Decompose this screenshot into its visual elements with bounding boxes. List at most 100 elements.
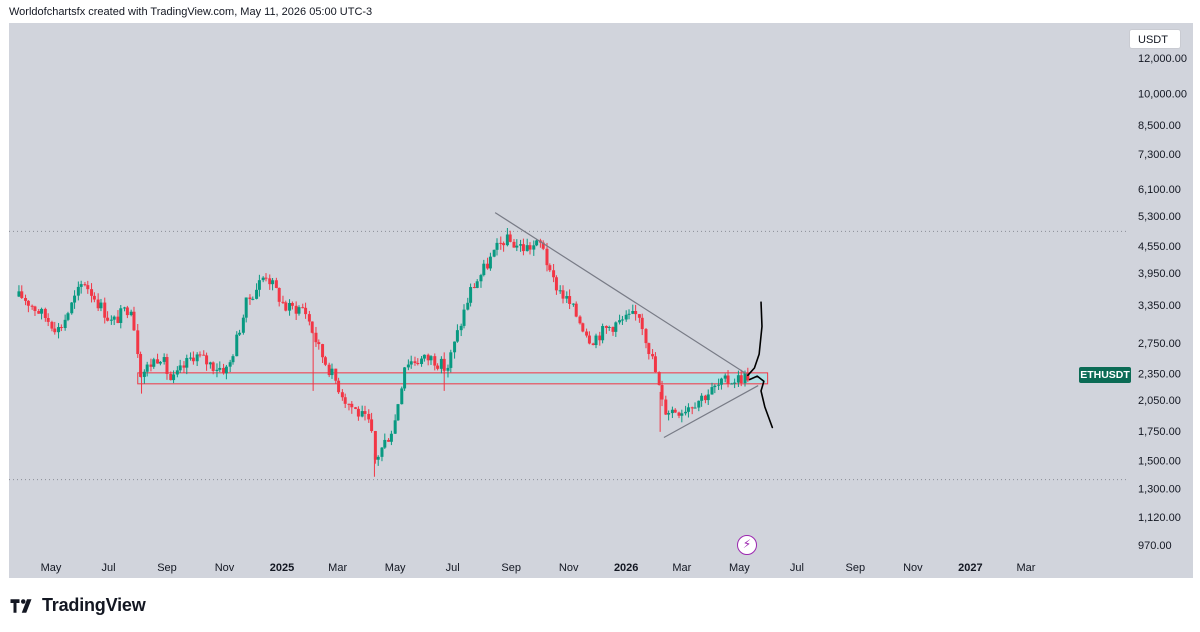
time-tick-label: Sep bbox=[501, 562, 521, 574]
candle-body bbox=[380, 447, 384, 457]
candle-body bbox=[33, 306, 37, 312]
candle-body bbox=[525, 245, 529, 252]
candle-body bbox=[238, 332, 242, 335]
candle-body bbox=[505, 234, 509, 246]
candle-body bbox=[710, 387, 714, 395]
candle-body bbox=[442, 358, 446, 371]
candle-body bbox=[208, 362, 212, 365]
candle-body bbox=[733, 382, 737, 384]
candle-body bbox=[356, 408, 360, 417]
candle-body bbox=[455, 330, 459, 342]
candle-body bbox=[446, 367, 450, 371]
candle-body bbox=[317, 342, 321, 345]
candle-body bbox=[284, 302, 288, 311]
price-tick-label: 8,500.00 bbox=[1138, 120, 1181, 132]
price-tick-label: 10,000.00 bbox=[1138, 88, 1187, 100]
candle-body bbox=[406, 364, 410, 368]
time-tick-label: May bbox=[41, 562, 62, 574]
candle-body bbox=[125, 307, 129, 316]
lightning-icon[interactable]: ⚡︎ bbox=[737, 535, 757, 555]
candle-body bbox=[334, 368, 338, 381]
candle-body bbox=[139, 354, 143, 377]
price-tick-label: 4,550.00 bbox=[1138, 241, 1181, 253]
candle-body bbox=[136, 330, 140, 355]
candle-body bbox=[211, 362, 215, 371]
candle-body bbox=[433, 356, 437, 366]
candle-body bbox=[314, 332, 318, 343]
candle-body bbox=[281, 301, 285, 303]
time-tick-label: 2026 bbox=[614, 562, 638, 574]
descending-trendline bbox=[494, 212, 750, 376]
candle-body bbox=[482, 263, 486, 276]
candle-body bbox=[235, 334, 239, 357]
candle-body bbox=[218, 367, 222, 370]
candle-body bbox=[416, 363, 420, 365]
candle-body bbox=[515, 245, 519, 248]
candle-body bbox=[719, 378, 723, 385]
candle-body bbox=[585, 331, 589, 336]
price-tick-label: 2,050.00 bbox=[1138, 395, 1181, 407]
candle-body bbox=[66, 313, 70, 320]
candle-body bbox=[202, 354, 206, 356]
candle-body bbox=[647, 343, 651, 355]
candle-body bbox=[158, 361, 162, 364]
candle-body bbox=[43, 308, 47, 319]
candle-body bbox=[53, 328, 57, 333]
candle-body bbox=[684, 411, 688, 414]
candle-body bbox=[677, 412, 681, 416]
candle-body bbox=[594, 335, 598, 346]
candle-body bbox=[568, 296, 572, 304]
candle-body bbox=[50, 321, 54, 329]
candle-body bbox=[403, 367, 407, 389]
candle-body bbox=[631, 310, 635, 314]
currency-badge[interactable]: USDT bbox=[1129, 29, 1181, 49]
candle-body bbox=[528, 245, 532, 250]
candle-body bbox=[169, 373, 173, 381]
price-axis: 12,000.00 10,000.00 8,500.00 7,300.00 6,100.… bbox=[1138, 53, 1187, 552]
candle-body bbox=[532, 245, 536, 250]
price-tick-label: 6,100.00 bbox=[1138, 184, 1181, 196]
time-tick-label: Mar bbox=[672, 562, 691, 574]
candle-body bbox=[112, 316, 116, 320]
time-tick-label: May bbox=[729, 562, 750, 574]
price-tick-label: 2,350.00 bbox=[1138, 369, 1181, 381]
candle-body bbox=[723, 375, 727, 379]
candle-body bbox=[90, 289, 94, 296]
dotted-levels bbox=[9, 230, 1128, 481]
candle-body bbox=[354, 407, 358, 409]
candle-body bbox=[426, 354, 430, 361]
candle-body bbox=[271, 280, 275, 285]
candle-body bbox=[436, 365, 440, 369]
price-tick-label: 7,300.00 bbox=[1138, 149, 1181, 161]
candle-body bbox=[554, 277, 558, 291]
candle-body bbox=[673, 409, 677, 413]
chart-area[interactable] bbox=[9, 23, 1193, 578]
candle-body bbox=[598, 335, 602, 341]
candle-body bbox=[363, 411, 367, 414]
candle-body bbox=[697, 400, 701, 408]
candle-body bbox=[152, 359, 156, 367]
candle-body bbox=[57, 327, 61, 333]
candle-body bbox=[83, 284, 87, 286]
candle-body bbox=[703, 395, 707, 401]
candle-body bbox=[24, 297, 28, 301]
time-tick-label: Sep bbox=[846, 562, 866, 574]
candle-body bbox=[261, 277, 265, 281]
candle-body bbox=[581, 323, 585, 332]
candle-body bbox=[453, 341, 457, 353]
candle-body bbox=[383, 439, 387, 448]
chart-header: Worldofchartsfx created with TradingView… bbox=[9, 6, 373, 18]
price-tick-label: 1,300.00 bbox=[1138, 483, 1181, 495]
time-tick-label: Nov bbox=[903, 562, 923, 574]
price-tick-label: 12,000.00 bbox=[1138, 53, 1187, 65]
candle-body bbox=[730, 383, 734, 385]
tradingview-logo-icon bbox=[10, 598, 32, 613]
candle-body bbox=[59, 327, 63, 329]
candle-body bbox=[561, 290, 565, 299]
candle-body bbox=[591, 343, 595, 346]
candle-body bbox=[257, 280, 261, 290]
candle-body bbox=[288, 302, 292, 311]
candle-body bbox=[360, 411, 364, 417]
candle-body bbox=[634, 310, 638, 315]
